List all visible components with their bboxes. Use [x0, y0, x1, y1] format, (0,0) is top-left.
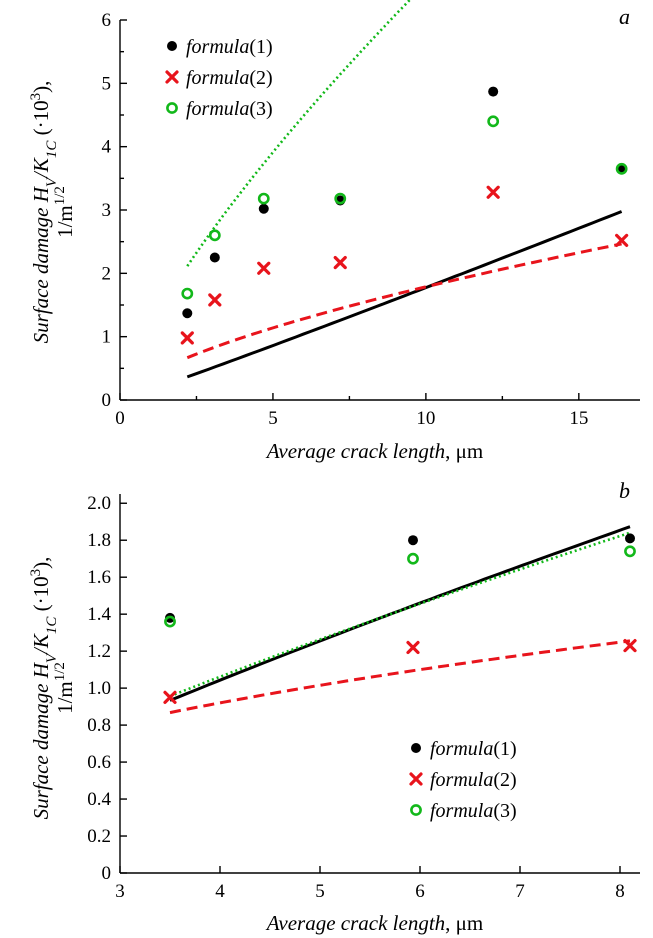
data-point-formula3: [407, 552, 419, 565]
data-point-formula2: [257, 261, 271, 275]
panel-a-xlabel: Average crack length, μm: [265, 439, 484, 463]
y-tick-label: 4: [102, 137, 112, 158]
legend-label: formula(1): [186, 36, 273, 58]
legend-marker-formula2: [409, 772, 423, 786]
x-tick-label: 7: [515, 881, 525, 902]
fit-line-formula1: [186, 210, 623, 379]
y-tick-label: 0: [102, 390, 112, 411]
data-point-formula1: [209, 252, 220, 263]
fit-line-formula2: [186, 242, 622, 360]
data-point-formula2: [623, 638, 637, 653]
data-point-formula1: [625, 533, 635, 544]
legend-item-formula2: formula(2): [165, 67, 273, 89]
y-tick-label: 2.0: [87, 493, 111, 514]
y-tick-label: 1.8: [87, 530, 111, 551]
legend-label: formula(3): [186, 98, 273, 120]
panel-b-ylabel: Surface damage HV/K1C (·103), 1/m1/2: [28, 557, 77, 820]
panel-a: 0 5 10 15 0 1 2 3 4 5 6 a Surface damage HV/K1C (·…: [28, 0, 640, 463]
y-tick-label: 0: [102, 863, 112, 884]
fit-line-formula2: [169, 639, 631, 715]
x-tick-label: 0: [115, 408, 125, 429]
panel-b-plot-area: 3 4 5 6 7 8 0 0.2 0.4 0.6 0.8 1.0 1.2 1.4 1.6 1.8 2.0: [87, 493, 640, 902]
y-tick-label: 6: [102, 10, 112, 31]
x-tick-label: 4: [215, 881, 225, 902]
data-point-formula1: [258, 203, 269, 214]
data-point-formula3: [208, 229, 221, 242]
data-point-formula2: [180, 331, 194, 345]
y-tick-label: 0.2: [87, 826, 111, 847]
y-tick-label: 1.2: [87, 641, 111, 662]
svg-text:1/m1/2: 1/m1/2: [52, 662, 77, 714]
data-point-formula3: [615, 162, 628, 175]
data-point-formula2: [406, 640, 420, 655]
data-point-formula2: [333, 255, 347, 270]
svg-text:Surface damage HV/K1C (·103),: Surface damage HV/K1C (·103),: [28, 557, 60, 820]
data-point-formula1: [488, 86, 499, 97]
fit-line-formula3: [169, 531, 631, 698]
data-point-formula2: [208, 293, 222, 307]
fit-line-formula1: [169, 525, 631, 702]
y-tick-label: 0.4: [87, 789, 111, 810]
legend-item-formula1: formula(1): [167, 36, 273, 58]
panel-b-letter: b: [619, 478, 630, 503]
y-tick-label: 1.0: [87, 678, 111, 699]
x-tick-label: 8: [615, 881, 625, 902]
legend-label: formula(2): [186, 67, 273, 89]
legend-item-formula1: formula(1): [411, 738, 517, 760]
panel-a-ylabel: Surface damage HV/K1C (·103), 1/m1/2: [28, 81, 77, 344]
x-tick-label: 10: [416, 408, 435, 429]
panel-b: 3 4 5 6 7 800.20.40.60.81.01.21.41.61.82.0 b …: [28, 478, 640, 935]
data-point-formula2: [615, 233, 629, 247]
panel-a-plot-area: 0 5 10 15 0 1 2 3 4 5 6: [102, 0, 640, 429]
legend-label: formula(3): [430, 800, 517, 822]
data-point-formula3: [164, 615, 176, 628]
svg-text:1/m1/2: 1/m1/2: [52, 186, 77, 238]
data-point-formula2: [163, 690, 177, 704]
data-point-formula1: [408, 535, 418, 546]
panel-a-letter: a: [619, 4, 630, 29]
data-point-formula3: [624, 545, 636, 558]
data-point-formula3: [487, 115, 500, 128]
y-tick-label: 0.8: [87, 715, 111, 736]
legend-marker-formula3: [410, 804, 422, 816]
svg-text:Surface damage HV/K1C (·103),: Surface damage HV/K1C (·103),: [28, 81, 60, 344]
legend-marker-formula3: [166, 102, 178, 114]
data-point-formula2: [486, 185, 500, 199]
x-tick-label: 5: [315, 881, 325, 902]
y-tick-label: 1.4: [87, 604, 111, 625]
panel-a-legend: formula(1) formula(2) formula(3): [165, 36, 273, 120]
y-tick-label: 1.6: [87, 567, 111, 588]
legend-marker-formula1: [167, 41, 177, 51]
data-point-formula3: [257, 192, 270, 205]
legend-marker-formula1: [411, 743, 421, 753]
y-tick-label: 5: [102, 73, 112, 94]
panel-b-xlabel: Average crack length, μm: [265, 911, 484, 935]
x-tick-label: 15: [569, 408, 588, 429]
y-tick-label: 3: [102, 200, 112, 221]
legend-label: formula(1): [430, 738, 517, 760]
legend-label: formula(2): [430, 769, 517, 791]
x-tick-label: 5: [268, 408, 278, 429]
fit-line-formula3: [186, 0, 412, 267]
y-tick-label: 2: [102, 263, 112, 284]
x-tick-label: 3: [115, 881, 125, 902]
x-tick-label: 6: [415, 881, 425, 902]
data-point-formula3: [334, 192, 347, 205]
legend-marker-formula2: [165, 70, 179, 84]
data-point-formula1: [182, 308, 193, 319]
data-point-formula3: [181, 287, 194, 300]
panel-b-legend: formula(1) formula(2) formula(3): [409, 738, 517, 822]
legend-item-formula3: formula(3): [410, 800, 517, 822]
y-tick-label: 0.6: [87, 752, 111, 773]
legend-item-formula2: formula(2): [409, 769, 517, 791]
legend-item-formula3: formula(3): [166, 98, 273, 120]
y-tick-label: 1: [102, 327, 112, 348]
